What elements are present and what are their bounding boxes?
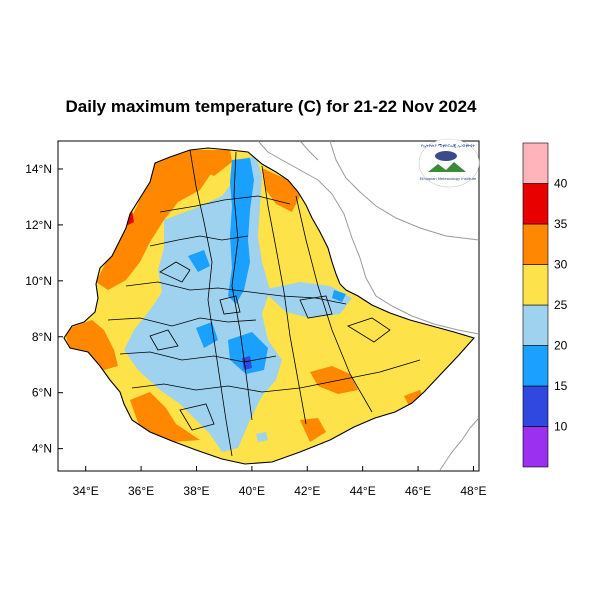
ethiopia-outline xyxy=(63,147,475,465)
x-tick-label: 44°E xyxy=(350,484,376,498)
mountain-icon xyxy=(428,162,466,172)
x-tick-label: 48°E xyxy=(460,484,486,498)
colorbar: 10 15 20 25 30 35 40 xyxy=(522,142,568,468)
map-title: Daily maximum temperature (C) for 21-22 … xyxy=(66,97,478,116)
colorbar-bin xyxy=(522,345,549,387)
x-tick-label: 42°E xyxy=(294,484,320,498)
x-tick-label: 46°E xyxy=(405,484,431,498)
y-tick-label: 12°N xyxy=(25,218,52,232)
y-tick-label: 14°N xyxy=(25,162,52,176)
logo-text-top: የኢትዮጵያ ሚቲዮሮሎጂ ኢንስቲትዩት xyxy=(421,143,475,148)
colorbar-bin xyxy=(522,183,549,225)
y-tick-label: 8°N xyxy=(32,330,52,344)
x-axis: 34°E 36°E 38°E 40°E 42°E 44°E 46°E 48°E xyxy=(73,466,487,498)
admin-borders xyxy=(107,149,421,457)
colorbar-bin xyxy=(522,264,549,306)
y-axis: 14°N 12°N 10°N 8°N 6°N 4°N xyxy=(25,162,63,456)
colorbar-bin xyxy=(522,385,549,427)
colorbar-tick-label: 20 xyxy=(554,339,568,353)
colorbar-tick-label: 10 xyxy=(554,420,568,434)
colorbar-tick-label: 35 xyxy=(554,217,568,231)
colorbar-bin xyxy=(522,304,549,346)
logo-text-bottom: Ethiopian Meteorology Institute xyxy=(420,177,477,181)
colorbar-bin xyxy=(522,142,549,184)
map-panel: የኢትዮጵያ ሚቲዮሮሎጂ ኢንስቲትዩት Ethiopian Meteorol… xyxy=(57,138,480,472)
y-tick-label: 4°N xyxy=(32,442,52,456)
colorbar-bin xyxy=(522,223,549,265)
colorbar-bin xyxy=(522,426,549,468)
cloud-icon xyxy=(435,151,457,161)
neighbor-borders xyxy=(257,141,479,471)
ethiopian-meteorology-institute-logo: የኢትዮጵያ ሚቲዮሮሎጂ ኢንስቲትዩት Ethiopian Meteorol… xyxy=(418,138,480,188)
colorbar-tick-label: 25 xyxy=(554,298,568,312)
x-tick-label: 34°E xyxy=(73,484,99,498)
x-tick-label: 40°E xyxy=(239,484,265,498)
y-tick-label: 6°N xyxy=(32,386,52,400)
y-tick-label: 10°N xyxy=(25,274,52,288)
x-tick-label: 38°E xyxy=(183,484,209,498)
x-tick-label: 36°E xyxy=(128,484,154,498)
colorbar-tick-label: 40 xyxy=(554,177,568,191)
colorbar-tick-label: 30 xyxy=(554,258,568,272)
colorbar-tick-label: 15 xyxy=(554,379,568,393)
